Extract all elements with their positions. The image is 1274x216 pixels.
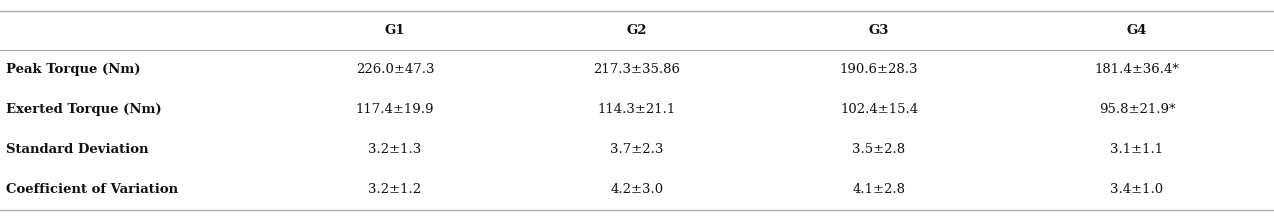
Text: Exerted Torque (Nm): Exerted Torque (Nm) [6,103,162,116]
Text: G1: G1 [385,24,405,37]
Text: Coefficient of Variation: Coefficient of Variation [6,183,178,196]
Text: 3.4±1.0: 3.4±1.0 [1111,183,1163,196]
Text: 117.4±19.9: 117.4±19.9 [355,103,434,116]
Text: 3.7±2.3: 3.7±2.3 [610,143,664,156]
Text: G2: G2 [627,24,647,37]
Text: 3.2±1.2: 3.2±1.2 [368,183,422,196]
Text: 114.3±21.1: 114.3±21.1 [598,103,676,116]
Text: 3.2±1.3: 3.2±1.3 [368,143,422,156]
Text: 3.1±1.1: 3.1±1.1 [1111,143,1163,156]
Text: 102.4±15.4: 102.4±15.4 [840,103,919,116]
Text: 3.5±2.8: 3.5±2.8 [852,143,906,156]
Text: Peak Torque (Nm): Peak Torque (Nm) [6,63,141,76]
Text: G3: G3 [869,24,889,37]
Text: 217.3±35.86: 217.3±35.86 [594,63,680,76]
Text: 226.0±47.3: 226.0±47.3 [355,63,434,76]
Text: 181.4±36.4*: 181.4±36.4* [1094,63,1180,76]
Text: 4.2±3.0: 4.2±3.0 [610,183,664,196]
Text: 190.6±28.3: 190.6±28.3 [840,63,919,76]
Text: 95.8±21.9*: 95.8±21.9* [1098,103,1176,116]
Text: Standard Deviation: Standard Deviation [6,143,149,156]
Text: G4: G4 [1126,24,1148,37]
Text: 4.1±2.8: 4.1±2.8 [852,183,906,196]
